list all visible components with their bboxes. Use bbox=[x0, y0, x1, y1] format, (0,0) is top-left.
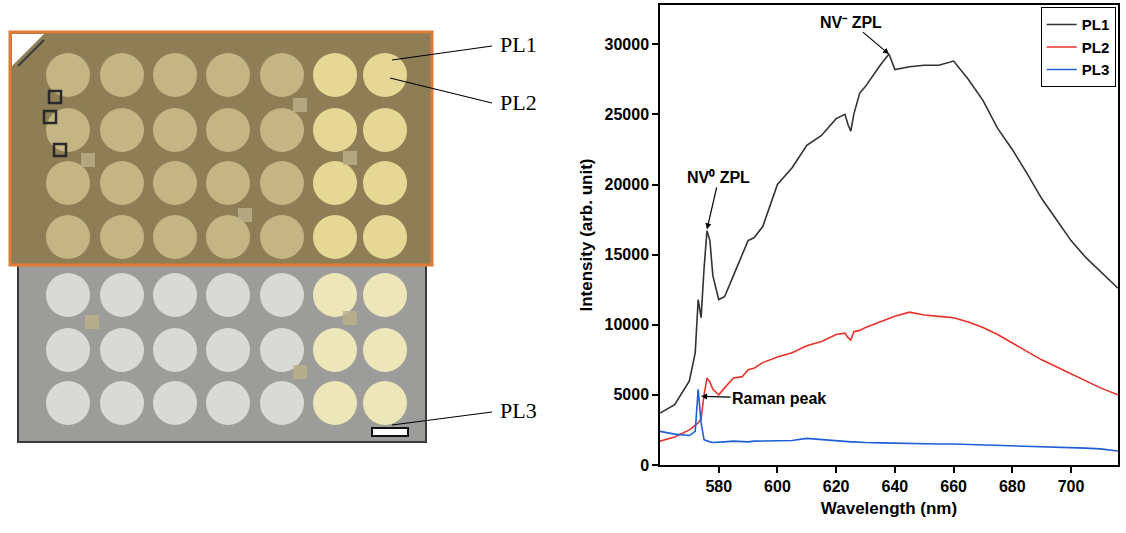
svg-text:PL3: PL3 bbox=[500, 398, 537, 423]
svg-text:580: 580 bbox=[705, 478, 732, 495]
svg-text:5000: 5000 bbox=[613, 386, 649, 403]
svg-text:PL1: PL1 bbox=[1082, 16, 1110, 33]
svg-text:30000: 30000 bbox=[605, 36, 650, 53]
svg-text:660: 660 bbox=[940, 478, 967, 495]
svg-text:Intensity (arb. unit): Intensity (arb. unit) bbox=[577, 159, 596, 312]
svg-text:25000: 25000 bbox=[605, 106, 650, 123]
svg-text:PL3: PL3 bbox=[1082, 61, 1110, 78]
svg-text:600: 600 bbox=[764, 478, 791, 495]
svg-text:PL2: PL2 bbox=[500, 90, 537, 115]
svg-text:680: 680 bbox=[999, 478, 1026, 495]
svg-text:15000: 15000 bbox=[605, 246, 650, 263]
svg-text:PL2: PL2 bbox=[1082, 39, 1110, 56]
svg-text:700: 700 bbox=[1058, 478, 1085, 495]
svg-text:640: 640 bbox=[882, 478, 909, 495]
svg-text:NV⁻ ZPL: NV⁻ ZPL bbox=[820, 14, 882, 31]
svg-text:620: 620 bbox=[823, 478, 850, 495]
svg-text:Raman peak: Raman peak bbox=[732, 390, 826, 407]
svg-text:20000: 20000 bbox=[605, 176, 650, 193]
svg-text:PL1: PL1 bbox=[500, 32, 537, 57]
svg-text:NV⁰ ZPL: NV⁰ ZPL bbox=[687, 169, 750, 186]
svg-text:10000: 10000 bbox=[605, 316, 650, 333]
svg-text:0: 0 bbox=[640, 457, 649, 474]
svg-text:Wavelength (nm): Wavelength (nm) bbox=[821, 499, 957, 518]
